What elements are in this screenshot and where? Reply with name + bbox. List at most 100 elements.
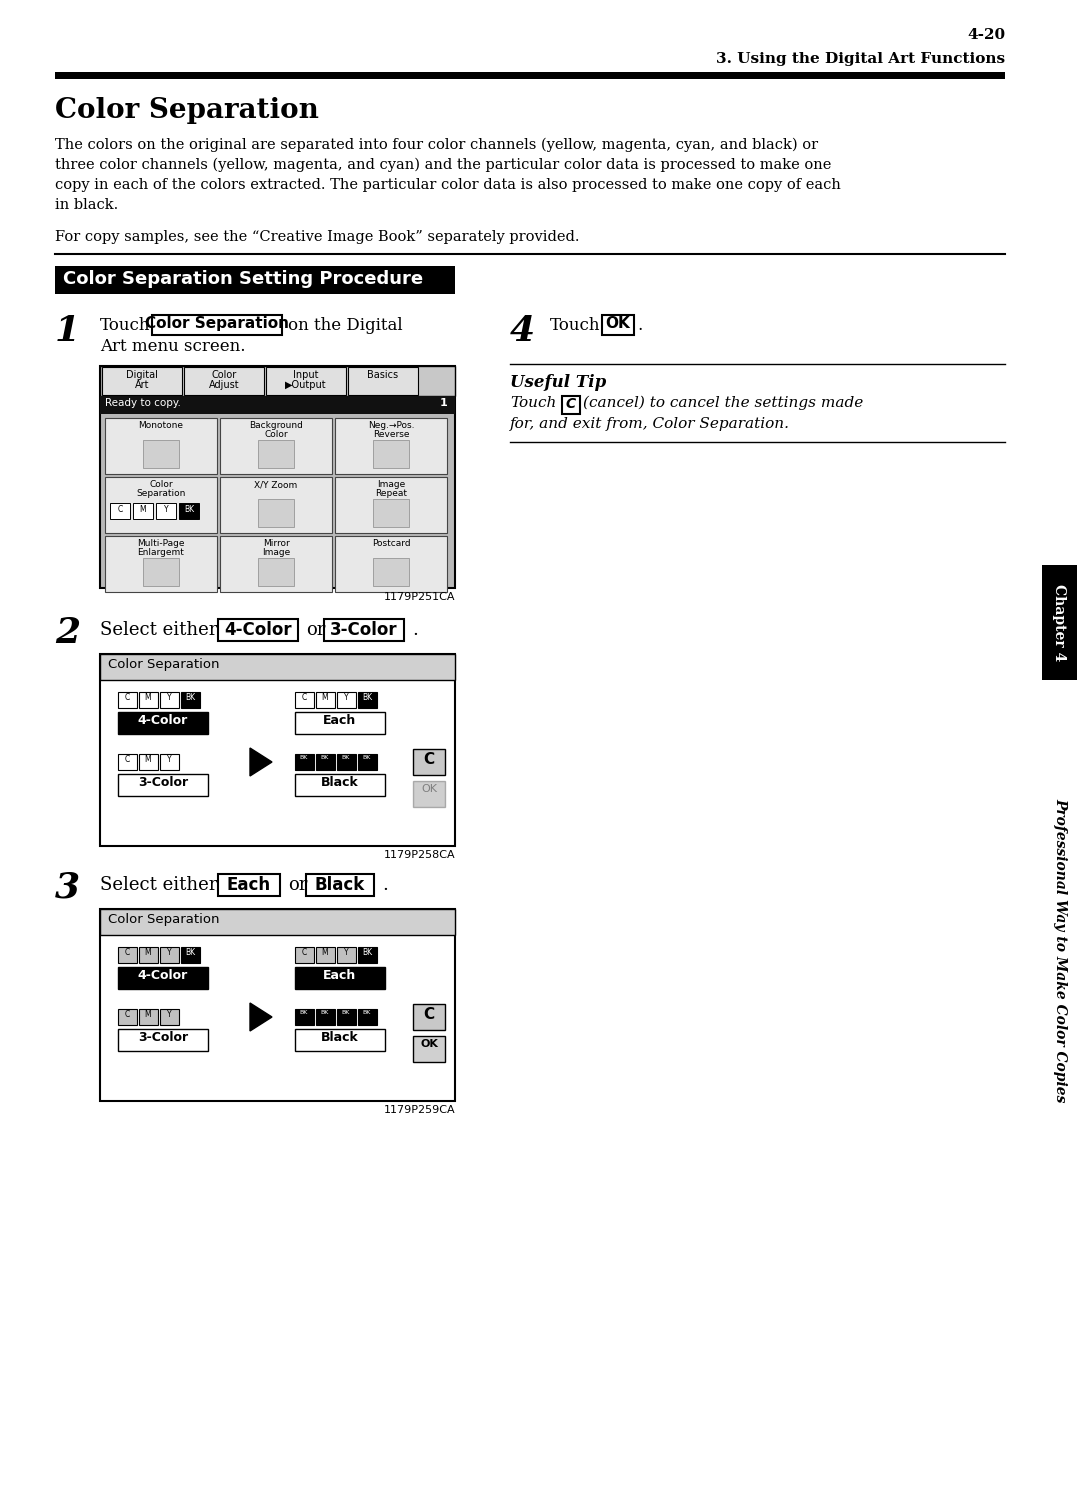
Bar (316, 947, 335, 962)
Text: Chapter 4: Chapter 4 (1053, 584, 1067, 661)
Text: in black.: in black. (55, 198, 118, 212)
Text: Reverse: Reverse (373, 431, 409, 440)
Text: C: C (118, 505, 123, 514)
Text: 4-Color: 4-Color (225, 621, 292, 639)
Bar (139, 947, 158, 962)
Text: OK: OK (421, 784, 437, 794)
Bar (413, 1004, 445, 1031)
Text: 3-Color: 3-Color (138, 1031, 188, 1044)
Bar (100, 909, 455, 936)
Text: .: . (637, 316, 643, 334)
Bar (295, 947, 314, 962)
Text: Y: Y (166, 947, 172, 956)
Bar (118, 774, 208, 796)
Bar (181, 692, 200, 708)
Text: Black: Black (321, 1031, 359, 1044)
Bar (373, 558, 409, 587)
Text: Repeat: Repeat (375, 489, 407, 497)
Text: C: C (124, 754, 130, 763)
Text: BK: BK (363, 754, 372, 760)
Text: (cancel) to cancel the settings made: (cancel) to cancel the settings made (583, 396, 863, 410)
Text: Input: Input (294, 370, 319, 380)
Bar (295, 1029, 384, 1051)
Bar (100, 909, 455, 1100)
Text: Basics: Basics (367, 370, 399, 380)
Text: Y: Y (166, 1010, 172, 1019)
Text: Color: Color (265, 431, 287, 440)
Text: BK: BK (185, 693, 195, 702)
Text: Separation: Separation (136, 489, 186, 497)
Text: Adjust: Adjust (208, 380, 240, 391)
Bar (143, 558, 179, 587)
Text: Useful Tip: Useful Tip (510, 374, 606, 391)
Bar (105, 477, 217, 533)
Bar (143, 440, 179, 468)
Text: for, and exit from, Color Separation.: for, and exit from, Color Separation. (510, 417, 789, 431)
Text: Each: Each (323, 970, 356, 982)
Text: C: C (301, 947, 307, 956)
Bar (266, 367, 346, 395)
Bar (160, 1008, 179, 1025)
Text: M: M (322, 693, 328, 702)
Bar (118, 692, 137, 708)
Text: M: M (145, 947, 151, 956)
Bar (295, 1008, 314, 1025)
Text: Touch: Touch (510, 396, 556, 410)
Text: 1: 1 (55, 313, 80, 347)
Bar (133, 503, 153, 518)
Text: Color: Color (149, 480, 173, 489)
Polygon shape (249, 748, 272, 777)
Bar (152, 315, 282, 336)
Bar (337, 754, 356, 771)
Bar (258, 558, 294, 587)
Bar (602, 315, 634, 336)
Text: Select either: Select either (100, 876, 217, 894)
Bar (337, 1008, 356, 1025)
Bar (55, 266, 455, 294)
Text: BK: BK (300, 1010, 308, 1016)
Text: 4-Color: 4-Color (138, 970, 188, 982)
Text: 1: 1 (440, 398, 447, 408)
Text: C: C (124, 693, 130, 702)
Text: or: or (288, 876, 308, 894)
Text: Ready to copy.: Ready to copy. (105, 398, 180, 408)
Text: Y: Y (343, 693, 349, 702)
Bar (105, 417, 217, 474)
Bar (337, 947, 356, 962)
Text: Enlargemt: Enlargemt (137, 548, 185, 557)
Bar (118, 1008, 137, 1025)
Bar (100, 365, 455, 396)
Bar (118, 947, 137, 962)
Text: Touch: Touch (100, 316, 150, 334)
Text: Professional Way to Make Color Copies: Professional Way to Make Color Copies (1053, 797, 1067, 1102)
Bar (413, 748, 445, 775)
Text: Background: Background (249, 422, 302, 431)
Text: Each: Each (323, 714, 356, 728)
Bar (335, 536, 447, 593)
Text: 2: 2 (55, 616, 80, 650)
Text: Color Separation: Color Separation (55, 97, 319, 125)
Text: C: C (124, 1010, 130, 1019)
Bar (295, 711, 384, 734)
Text: Neg.→Pos.: Neg.→Pos. (368, 422, 415, 431)
Text: BK: BK (321, 1010, 329, 1016)
Bar (139, 1008, 158, 1025)
Text: 4-Color: 4-Color (138, 714, 188, 728)
Bar (357, 1008, 377, 1025)
Text: BK: BK (184, 505, 194, 514)
Text: BK: BK (362, 693, 373, 702)
Text: C: C (301, 693, 307, 702)
Bar (316, 754, 335, 771)
Text: M: M (145, 1010, 151, 1019)
Text: BK: BK (363, 1010, 372, 1016)
Bar (357, 692, 377, 708)
Text: ▶Output: ▶Output (285, 380, 327, 391)
Text: Black: Black (321, 777, 359, 789)
Text: Monotone: Monotone (138, 422, 184, 431)
Text: C: C (124, 947, 130, 956)
Bar (105, 536, 217, 593)
Bar (258, 440, 294, 468)
Text: or: or (306, 621, 325, 639)
Bar (118, 967, 208, 989)
Bar (139, 754, 158, 771)
